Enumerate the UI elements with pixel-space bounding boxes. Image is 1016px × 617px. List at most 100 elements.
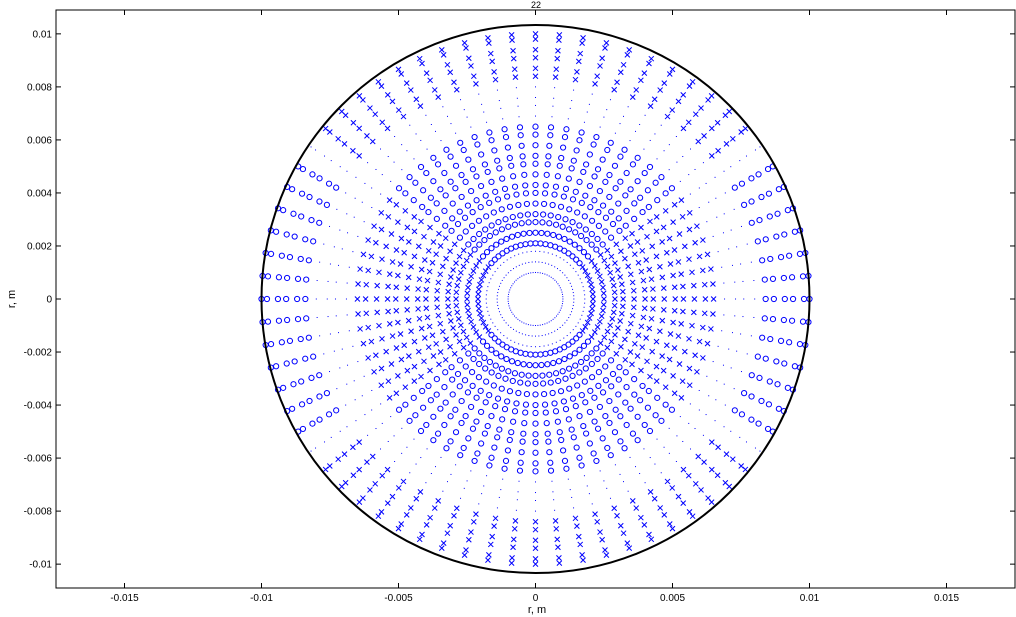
circle-marker [511,370,519,377]
x-marker [611,86,618,93]
circle-marker [578,392,585,399]
x-marker [603,552,610,558]
x-marker [625,328,632,335]
circle-marker [442,222,449,229]
dot-marker [478,503,480,505]
x-marker [510,55,517,62]
dot-marker [434,466,436,468]
x-marker [427,514,433,521]
circle-marker [569,395,577,402]
dot-marker [333,246,335,248]
x-marker [597,529,603,535]
dot-marker [517,278,519,280]
dot-marker [714,176,716,178]
x-marker [456,253,463,260]
circle-marker [615,376,622,383]
circle-marker [305,334,312,341]
x-marker [659,274,666,281]
x-marker [487,50,494,57]
dot-marker [523,322,525,324]
dot-marker [562,324,564,326]
circle-marker [499,416,506,423]
x-marker [671,390,678,397]
dot-marker [501,279,503,281]
x-marker [464,290,471,297]
x-marker [611,302,618,309]
x-marker [402,207,409,214]
dot-marker [649,139,651,141]
dot-marker [559,326,561,328]
x-marker [647,373,653,380]
x-marker [698,487,704,493]
dot-marker [434,130,436,132]
x-marker [418,325,425,332]
dot-marker [708,201,710,203]
x-marker [447,69,454,76]
x-marker [650,306,656,312]
circle-marker [565,226,573,233]
circle-marker [469,166,477,173]
circle-marker [623,421,630,429]
x-marker [404,224,411,231]
dot-marker [514,255,516,257]
x-marker [638,224,644,231]
x-marker [451,241,458,248]
dot-marker [541,335,543,337]
x-marker [663,249,670,256]
x-marker [651,495,658,502]
circle-marker [608,383,615,390]
dot-marker [510,309,512,311]
dot-marker [506,337,508,339]
dot-marker [521,275,523,277]
circle-marker [532,211,539,218]
x-marker [691,296,698,302]
x-marker [600,301,607,308]
x-marker [698,105,704,111]
dot-marker [543,345,545,347]
x-marker [467,252,474,258]
circle-marker [532,219,539,226]
circle-marker [465,435,472,442]
circle-marker [280,207,287,214]
circle-marker [532,409,539,417]
x-marker [434,287,441,294]
dot-marker [483,485,485,487]
x-marker [421,233,427,240]
x-marker [478,277,485,283]
x-marker [629,312,636,319]
circle-marker [302,236,309,243]
x-marker [386,394,393,401]
dot-marker [627,490,629,492]
dot-marker [394,460,396,462]
x-marker [591,263,598,269]
x-marker [588,258,595,264]
dot-marker [550,320,552,322]
dot-marker [745,155,747,157]
dot-marker [689,193,691,195]
circle-marker [658,417,665,424]
x-marker [617,318,624,324]
circle-marker [562,406,570,413]
x-marker [509,554,515,561]
dot-marker [531,335,533,337]
x-marker [447,522,454,529]
dot-marker [623,481,625,483]
dot-marker [577,322,579,324]
dot-marker [614,464,616,466]
circle-marker [308,374,315,381]
dot-marker [485,294,487,296]
x-marker [451,512,457,519]
dot-marker [518,253,520,255]
circle-marker [323,201,331,208]
x-marker [635,259,642,266]
circle-marker [501,126,508,133]
circle-marker [731,407,738,414]
circle-marker [516,467,524,474]
circle-marker [549,389,556,397]
x-marker [338,483,345,490]
circle-marker [434,161,442,168]
dot-marker [754,149,756,151]
dot-marker [450,473,452,475]
circle-marker [540,390,548,398]
x-marker [439,263,446,270]
